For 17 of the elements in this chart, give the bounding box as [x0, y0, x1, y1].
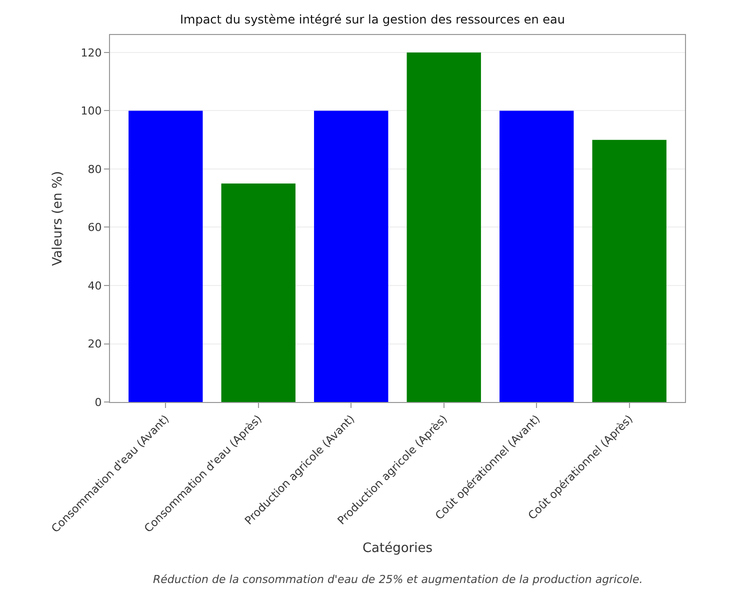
chart-title: Impact du système intégré sur la gestion des ressources en eau — [180, 12, 566, 26]
bar — [592, 140, 666, 402]
y-tick-label: 40 — [88, 279, 102, 292]
x-axis-title: Catégories — [362, 540, 433, 556]
y-tick-label: 0 — [94, 396, 102, 409]
bar — [406, 52, 481, 402]
y-tick-label: 100 — [80, 104, 102, 118]
y-tick-label: 20 — [88, 338, 102, 351]
y-tick-label: 60 — [88, 221, 102, 234]
bar — [500, 110, 574, 402]
y-tick-label: 80 — [88, 162, 102, 176]
y-axis-title: Valeurs (en %) — [50, 171, 66, 266]
text: Réduction de la consommation d'eau de 25% et augmentation de la production agricole. — [153, 573, 643, 586]
bar — [128, 110, 203, 402]
bar — [314, 110, 388, 402]
bar — [221, 184, 296, 402]
y-tick-label: 120 — [80, 46, 102, 60]
